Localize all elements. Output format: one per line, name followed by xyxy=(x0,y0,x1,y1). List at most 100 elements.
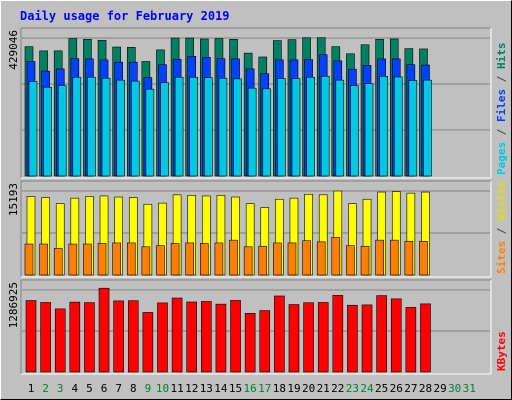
x-tick-label-day-29: 29 xyxy=(433,382,446,395)
bar-kbytes-day-26 xyxy=(390,298,402,373)
bar-sites-day-3 xyxy=(53,248,63,276)
x-tick-label-day-11: 11 xyxy=(170,382,183,395)
bar-sites-day-1 xyxy=(24,243,34,276)
bar-pages-day-26 xyxy=(393,76,403,177)
bar-pages-day-9 xyxy=(145,88,155,177)
x-tick-label-day-19: 19 xyxy=(287,382,300,395)
bar-pages-day-5 xyxy=(87,76,96,177)
bar-kbytes-day-1 xyxy=(25,300,37,373)
bar-sites-day-5 xyxy=(83,243,92,276)
legend-entry: KBytes xyxy=(495,331,508,371)
bar-pages-day-20 xyxy=(306,76,315,177)
x-tick-label-day-17: 17 xyxy=(258,382,271,395)
x-tick-label-day-1: 1 xyxy=(28,382,35,395)
bar-pages-day-13 xyxy=(204,77,213,177)
bar-pages-day-11 xyxy=(174,76,184,177)
bar-sites-day-20 xyxy=(302,240,311,276)
x-tick-label-day-27: 27 xyxy=(404,382,417,395)
bar-kbytes-day-6 xyxy=(98,287,110,373)
x-tick-label-day-8: 8 xyxy=(130,382,137,395)
bar-kbytes-day-20 xyxy=(303,302,314,373)
bar-pages-day-27 xyxy=(408,80,418,177)
bar-pages-day-18 xyxy=(277,78,286,177)
bar-pages-day-21 xyxy=(320,75,330,177)
x-tick-label-day-24: 24 xyxy=(360,382,374,395)
bar-sites-day-23 xyxy=(346,245,355,276)
x-tick-label-day-28: 28 xyxy=(419,382,432,395)
x-tick-label-day-10: 10 xyxy=(156,382,169,395)
legend-entry: Visits xyxy=(495,181,508,221)
bar-sites-day-8 xyxy=(126,242,136,276)
bar-kbytes-day-12 xyxy=(186,301,198,373)
bar-pages-day-23 xyxy=(350,85,359,177)
chart-title: Daily usage for February 2019 xyxy=(20,9,230,23)
bar-sites-day-15 xyxy=(229,239,238,276)
y-max-label: 15193 xyxy=(7,183,20,216)
bar-sites-day-21 xyxy=(316,241,326,276)
bar-pages-day-19 xyxy=(291,78,301,177)
bar-pages-day-22 xyxy=(335,79,345,177)
bar-sites-day-11 xyxy=(170,243,180,276)
x-tick-label-day-7: 7 xyxy=(115,382,122,395)
bar-pages-day-8 xyxy=(130,80,140,177)
bar-sites-day-4 xyxy=(68,243,78,276)
x-tick-label-day-21: 21 xyxy=(317,382,330,395)
bar-pages-day-25 xyxy=(379,75,388,177)
x-tick-label-day-14: 14 xyxy=(214,382,228,395)
x-tick-label-day-3: 3 xyxy=(57,382,64,395)
bar-sites-day-26 xyxy=(389,239,399,276)
bar-kbytes-day-23 xyxy=(347,304,358,373)
bar-kbytes-day-17 xyxy=(259,310,271,373)
bar-kbytes-day-14 xyxy=(215,303,227,373)
bar-pages-day-2 xyxy=(43,86,52,177)
x-tick-label-day-25: 25 xyxy=(375,382,388,395)
bar-sites-day-19 xyxy=(287,242,297,276)
legend-kbytes: KBytes xyxy=(495,331,508,371)
bar-kbytes-day-13 xyxy=(201,301,212,373)
bar-kbytes-day-10 xyxy=(157,302,168,373)
bar-sites-day-18 xyxy=(273,242,282,276)
bar-kbytes-day-28 xyxy=(420,303,431,373)
bar-pages-day-28 xyxy=(423,79,432,177)
bar-kbytes-day-27 xyxy=(405,307,417,373)
bar-sites-day-7 xyxy=(112,242,121,276)
bar-kbytes-day-19 xyxy=(288,304,300,373)
bar-sites-day-14 xyxy=(214,242,224,276)
panel-visits-sites: 15193 Sites / Visits xyxy=(7,180,508,278)
legend-entry: Pages xyxy=(495,142,508,175)
bar-pages-day-10 xyxy=(160,82,169,177)
bar-sites-day-17 xyxy=(258,245,268,276)
x-tick-label-day-26: 26 xyxy=(390,382,403,395)
x-axis: 1 2 3 4 5 6 7 8 9 10 11 12 13 14 15 16 17 18 19 20 21 22 23 24 2… xyxy=(28,382,476,395)
bar-kbytes-day-3 xyxy=(54,308,66,373)
bar-pages-day-12 xyxy=(189,76,199,177)
bar-kbytes-day-24 xyxy=(361,304,373,373)
bar-sites-day-25 xyxy=(375,239,384,276)
x-tick-label-day-9: 9 xyxy=(145,382,152,395)
x-tick-label-day-15: 15 xyxy=(229,382,242,395)
bar-sites-day-24 xyxy=(360,245,370,276)
x-tick-label-day-2: 2 xyxy=(42,382,49,395)
bar-pages-day-4 xyxy=(72,76,82,177)
legend-pages-files-hits: Pages / Files / Hits xyxy=(495,43,508,176)
x-tick-label-day-31: 31 xyxy=(463,382,476,395)
bar-pages-day-3 xyxy=(57,85,67,177)
bar-sites-day-16 xyxy=(243,246,253,276)
y-max-label: 429046 xyxy=(7,30,20,70)
bar-pages-day-7 xyxy=(116,79,125,177)
legend-entry: Sites xyxy=(495,241,508,274)
x-tick-label-day-18: 18 xyxy=(273,382,286,395)
x-tick-label-day-22: 22 xyxy=(331,382,344,395)
bar-pages-day-24 xyxy=(364,83,374,177)
bar-kbytes-day-18 xyxy=(274,295,285,373)
x-tick-label-day-30: 30 xyxy=(448,382,461,395)
bar-kbytes-day-16 xyxy=(244,313,256,373)
x-tick-label-day-6: 6 xyxy=(101,382,108,395)
bar-pages-day-17 xyxy=(262,88,272,177)
bar-pages-day-15 xyxy=(233,78,242,177)
bar-sites-day-28 xyxy=(419,240,428,276)
bar-sites-day-10 xyxy=(156,245,165,276)
bar-kbytes-day-21 xyxy=(317,302,329,373)
bar-sites-day-6 xyxy=(97,243,107,276)
bar-kbytes-day-9 xyxy=(142,312,154,373)
